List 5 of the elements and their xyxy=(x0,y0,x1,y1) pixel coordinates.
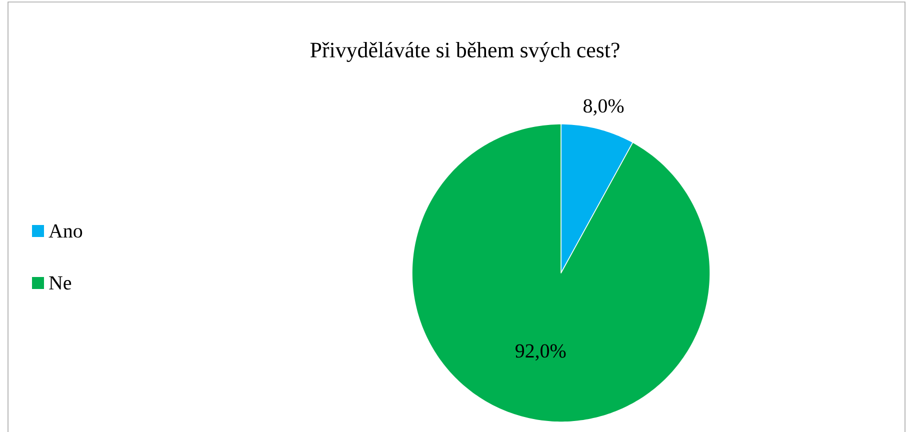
data-label: 8,0% xyxy=(584,99,624,116)
chart-title: Přivyděláváte si během svých cest? xyxy=(310,42,620,62)
legend-label: Ne xyxy=(49,276,72,290)
data-label: 92,0% xyxy=(516,344,566,361)
legend-label: Ano xyxy=(48,224,82,238)
